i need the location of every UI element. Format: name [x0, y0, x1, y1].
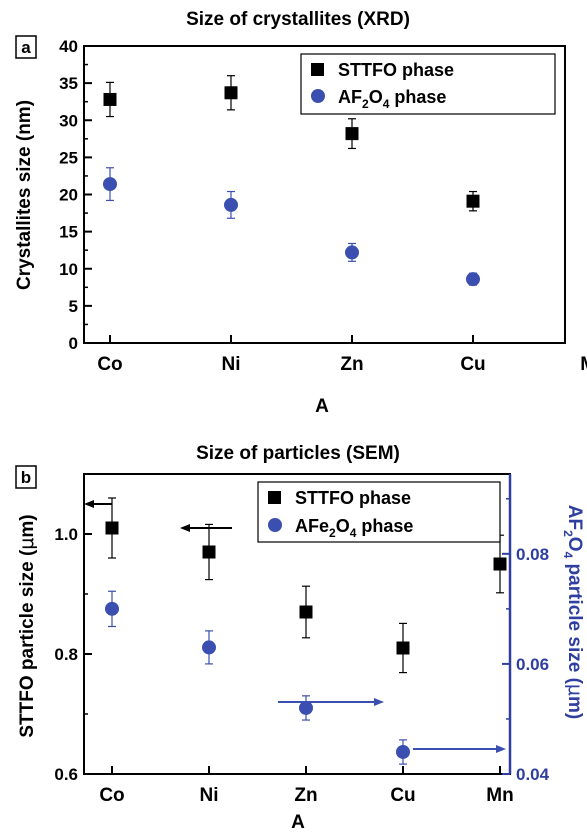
- panel-a-legend-sttfo: STTFO phase: [338, 60, 454, 80]
- data-point-circle: [103, 177, 117, 192]
- arrow-right-zn-head: [374, 698, 384, 706]
- x-tick-label-mn: Mn: [580, 354, 587, 375]
- y-tick-label: 10: [59, 260, 78, 279]
- y-tick-label: 1.0: [54, 525, 78, 544]
- data-point-square: [466, 194, 480, 208]
- right-y-tick-label: 0.04: [516, 765, 550, 784]
- panel-a: Size of crystallites (XRD) a 0 5 10 15 20 25 3…: [14, 9, 587, 417]
- data-point-circle: [105, 601, 119, 616]
- panel-a-title: Size of crystallites (XRD): [186, 9, 410, 30]
- data-point-square: [202, 545, 216, 559]
- y-tick-label: 0: [69, 334, 78, 353]
- arrow-right-cu-head: [496, 745, 506, 753]
- x-tick-label-zn: Zn: [340, 354, 363, 375]
- y-tick-label: 40: [59, 37, 78, 56]
- y-tick-label: 5: [69, 297, 78, 316]
- panel-b-label-box: [15, 465, 37, 489]
- data-point-square: [345, 127, 359, 141]
- panel-a-label: a: [21, 38, 31, 57]
- data-point-circle: [466, 272, 480, 287]
- panel-b-right-y-axis-label: AF2O4 particle size (μm): [561, 505, 586, 719]
- data-point-square: [224, 86, 238, 100]
- panel-a-x-axis-label: A: [315, 396, 329, 417]
- y-tick-label: 30: [59, 111, 78, 130]
- legend-square-marker: [268, 491, 281, 504]
- data-point-circle: [224, 197, 238, 212]
- y-tick-label: 0.6: [54, 765, 78, 784]
- panel-b-legend-sttfo: STTFO phase: [295, 488, 411, 508]
- x-tick-label-cu: Cu: [390, 785, 415, 806]
- data-point-square: [396, 641, 410, 655]
- data-point-circle: [299, 700, 313, 715]
- y-tick-label: 0.8: [54, 645, 78, 664]
- x-tick-label-ni: Ni: [200, 785, 219, 806]
- panel-b-legend: STTFO phase AFe2O4 phase: [257, 481, 501, 543]
- right-y-tick-label: 0.06: [516, 655, 549, 674]
- data-point-square: [103, 92, 117, 106]
- panel-b-data-marks: [105, 497, 507, 765]
- panel-a-x-axis: Co Ni Zn Cu Mn: [97, 335, 587, 375]
- legend-circle-marker: [311, 89, 325, 103]
- data-point-circle: [202, 640, 216, 655]
- y-tick-label: 20: [59, 186, 78, 205]
- panel-b-x-axis-label: A: [291, 812, 305, 833]
- x-tick-label-cu: Cu: [460, 354, 485, 375]
- panel-b-label: b: [21, 468, 31, 487]
- panel-b-axis-arrows: [84, 500, 506, 753]
- panel-a-y-axis: 0 5 10 15 20 25 30 35 40: [59, 37, 92, 353]
- arrow-left-ni-head: [180, 524, 190, 532]
- x-tick-label-zn: Zn: [294, 785, 317, 806]
- panel-b-legend-frame: [257, 481, 501, 543]
- panel-a-legend: STTFO phase AF2O4 phase: [300, 53, 556, 115]
- right-y-tick-label: 0.08: [516, 545, 549, 564]
- data-point-circle: [396, 744, 410, 759]
- x-tick-label-mn: Mn: [486, 785, 513, 806]
- panel-b-y-axis-label: STTFO particle size (μm): [16, 514, 38, 737]
- panel-a-legend-frame: [300, 53, 556, 115]
- panel-b-title: Size of particles (SEM): [196, 443, 400, 464]
- panel-b-right-y-axis: 0.04 0.06 0.08: [502, 498, 550, 784]
- legend-circle-marker: [268, 518, 282, 532]
- panel-b: Size of particles (SEM) b 0.6 0.8 1.0 0.04…: [15, 443, 586, 833]
- legend-square-marker: [311, 63, 324, 76]
- panel-a-y-axis-label: Crystallites size (nm): [14, 100, 35, 290]
- y-tick-label: 25: [59, 148, 78, 167]
- x-tick-label-co: Co: [97, 354, 122, 375]
- panel-a-label-box: [15, 35, 37, 59]
- panel-b-y-axis: 0.6 0.8 1.0: [54, 525, 92, 784]
- x-tick-label-ni: Ni: [222, 354, 241, 375]
- y-tick-label: 15: [59, 223, 78, 242]
- data-point-square: [105, 521, 119, 535]
- arrow-left-co-head: [84, 500, 94, 508]
- data-point-square: [299, 605, 313, 619]
- data-point-square: [493, 557, 507, 571]
- y-tick-label: 35: [59, 74, 78, 93]
- data-point-circle: [345, 245, 359, 260]
- panel-a-data-marks: [103, 75, 480, 287]
- panel-b-x-axis: Co Ni Zn Cu Mn: [99, 766, 514, 806]
- x-tick-label-co: Co: [99, 785, 124, 806]
